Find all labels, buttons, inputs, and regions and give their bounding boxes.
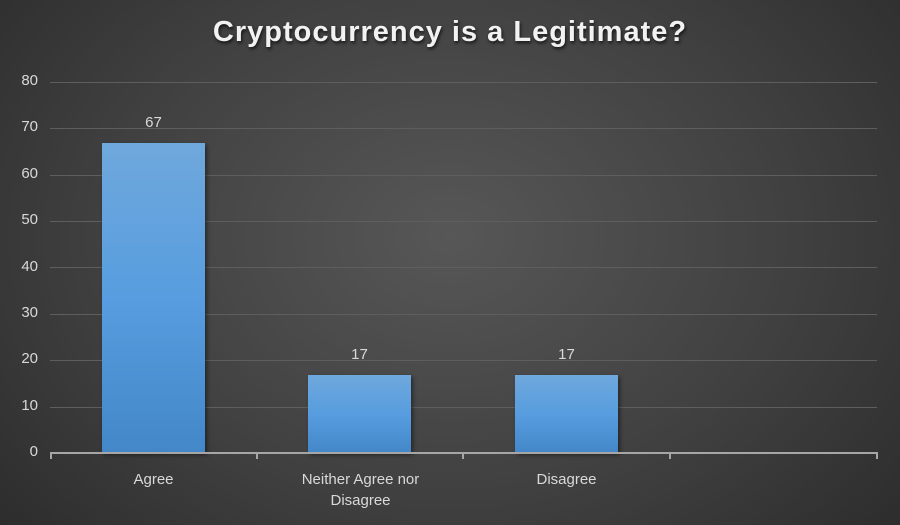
x-tick <box>462 452 464 459</box>
data-label-neither: 17 <box>351 346 368 363</box>
gridline <box>50 82 877 83</box>
x-label-disagree: Disagree <box>536 471 597 488</box>
y-tick-label: 20 <box>21 350 38 367</box>
bar-disagree[interactable] <box>515 375 618 453</box>
x-label-line: Neither Agree nor <box>301 471 420 488</box>
bar-neither[interactable] <box>308 375 411 453</box>
bar-agree[interactable] <box>102 143 205 453</box>
y-tick-label: 10 <box>21 397 38 414</box>
data-label-disagree: 17 <box>558 346 575 363</box>
y-tick-label: 50 <box>21 211 38 228</box>
y-tick-label: 0 <box>29 443 38 460</box>
gridline <box>50 175 877 176</box>
x-tick <box>256 452 258 459</box>
x-label-neither: Neither Agree nor Disagree <box>257 469 464 511</box>
gridline <box>50 221 877 222</box>
data-label-agree: 67 <box>145 114 162 131</box>
x-tick <box>876 452 878 459</box>
y-tick-label: 70 <box>21 118 38 135</box>
chart-title: Cryptocurrency is a Legitimate? <box>212 16 688 48</box>
gridline <box>50 360 877 361</box>
gridline <box>50 314 877 315</box>
x-label-agree: Agree <box>133 471 174 488</box>
x-axis-line <box>50 452 878 454</box>
x-label-line: Disagree <box>330 492 391 509</box>
y-tick-label: 40 <box>21 258 38 275</box>
gridline <box>50 407 877 408</box>
x-tick <box>50 452 52 459</box>
y-tick-label: 30 <box>21 304 38 321</box>
plot-area <box>50 82 877 453</box>
gridline <box>50 128 877 129</box>
x-tick <box>669 452 671 459</box>
y-tick-label: 60 <box>21 165 38 182</box>
y-tick-label: 80 <box>21 72 38 89</box>
gridline <box>50 267 877 268</box>
